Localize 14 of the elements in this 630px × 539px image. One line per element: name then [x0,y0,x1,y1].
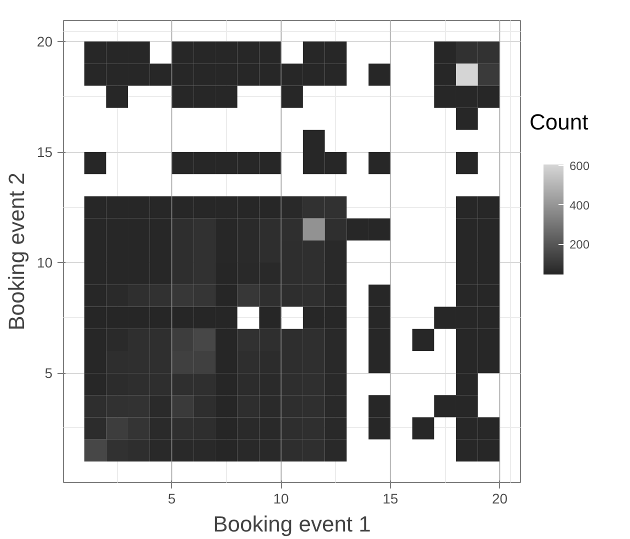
color-bar-label: 400 [570,198,590,212]
x-tick-label: 15 [382,490,398,506]
x-tick-label: 5 [168,490,176,506]
y-tick-label: 20 [36,34,53,50]
x-tick-label: 10 [273,490,290,506]
x-tick-label: 20 [492,490,508,506]
x-axis-title: Booking event 1 [213,512,371,536]
color-bar-title: Count [530,110,588,134]
y-tick-label: 15 [36,144,53,160]
color-bar-label: 200 [570,238,590,252]
color-bar-label: 600 [570,158,590,173]
y-tick-label: 10 [36,254,53,271]
y-axis-title: Booking event 2 [4,172,29,330]
y-tick-label: 5 [44,365,53,382]
